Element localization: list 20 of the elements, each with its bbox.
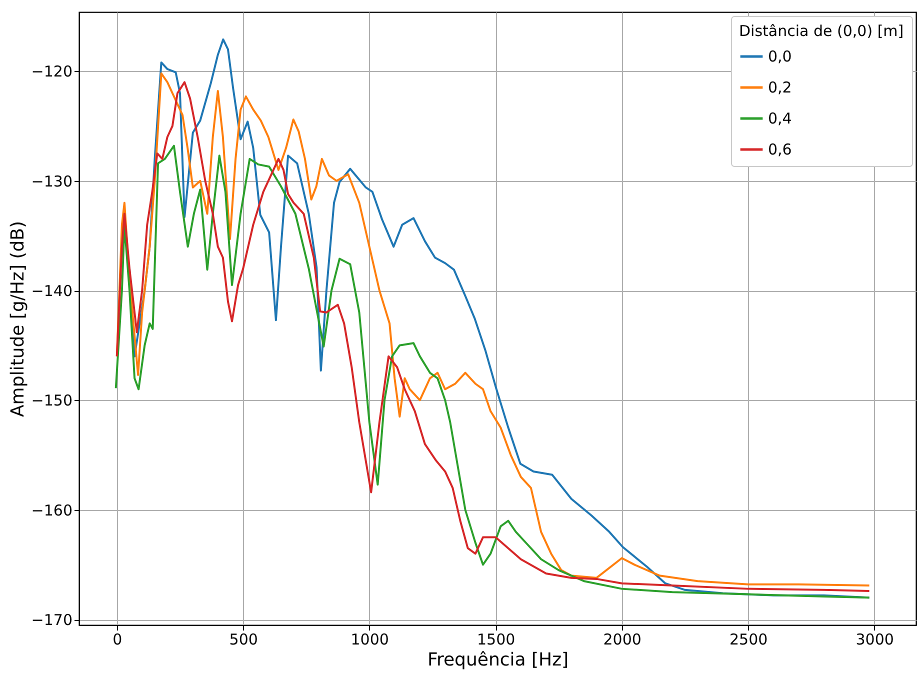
legend-label: 0,2 [768,78,792,96]
x-tick-label: 2500 [730,630,768,648]
y-tick-label: −170 [31,611,72,630]
x-tick-label: 0 [112,630,122,648]
y-tick-label: −160 [31,501,72,520]
y-tick-label: −150 [31,392,72,410]
y-tick-label: −130 [31,172,72,190]
y-axis-title: Amplitude [g/Hz] (dB) [7,220,28,418]
x-tick-label: 1000 [350,630,389,648]
x-tick-label: 1500 [477,630,516,648]
x-axis-title: Frequência [Hz] [427,650,569,670]
y-tick-label: −140 [31,282,72,300]
legend-title: Distância de (0,0) [m] [739,22,904,40]
x-tick-label: 500 [229,630,258,648]
legend-label: 0,4 [768,110,792,128]
x-tick-label: 2000 [603,630,642,648]
x-tick-label: 3000 [856,630,894,648]
legend-label: 0,0 [768,48,792,66]
y-tick-label: −120 [31,62,72,81]
legend-label: 0,6 [768,140,792,158]
